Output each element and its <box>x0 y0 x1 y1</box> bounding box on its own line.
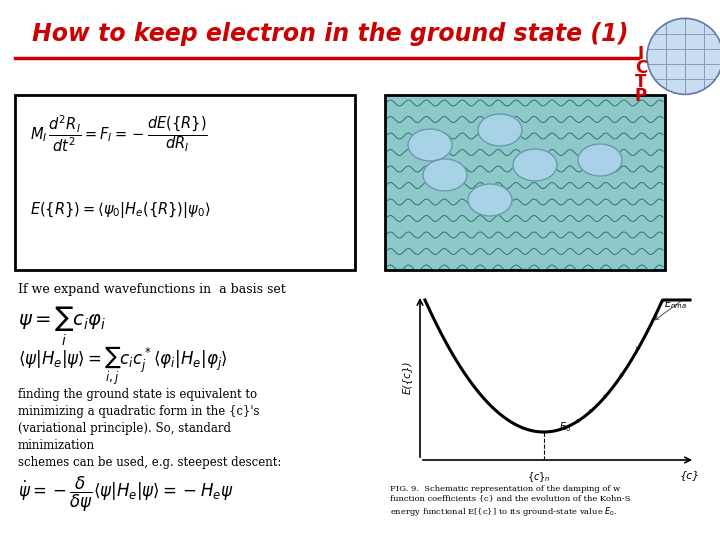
Text: T: T <box>635 73 647 91</box>
Bar <box>15 95 355 270</box>
Text: $\{c\}_n$: $\{c\}_n$ <box>527 470 551 484</box>
Text: $E_{nma}$: $E_{nma}$ <box>664 297 687 311</box>
Text: P: P <box>635 87 647 105</box>
Ellipse shape <box>478 114 522 146</box>
Circle shape <box>647 18 720 94</box>
Text: If we expand wavefunctions in  a basis set: If we expand wavefunctions in a basis se… <box>18 283 286 296</box>
Text: E({c}): E({c}) <box>402 361 412 394</box>
Text: $\langle\psi|H_e|\psi\rangle = \sum_{i,j} c_i c_j^*\langle\varphi_i|H_e|\varphi_: $\langle\psi|H_e|\psi\rangle = \sum_{i,j… <box>18 345 228 388</box>
Ellipse shape <box>468 184 512 216</box>
Ellipse shape <box>513 149 557 181</box>
Text: $\dot{\psi} = -\dfrac{\delta}{\delta\psi}\langle\psi|H_e|\psi\rangle = -H_e\psi$: $\dot{\psi} = -\dfrac{\delta}{\delta\psi… <box>18 475 233 514</box>
Ellipse shape <box>408 129 452 161</box>
Ellipse shape <box>423 159 467 191</box>
Text: How to keep electron in the ground state (1): How to keep electron in the ground state… <box>32 22 628 46</box>
Bar <box>390 285 705 480</box>
Text: $\psi = \sum_i c_i\varphi_i$: $\psi = \sum_i c_i\varphi_i$ <box>18 305 106 348</box>
Text: I: I <box>638 45 644 63</box>
Text: FIG. 9.  Schematic representation of the damping of w
function coefficients {c} : FIG. 9. Schematic representation of the … <box>390 485 631 518</box>
Text: finding the ground state is equivalent to
minimizing a quadratic form in the {c}: finding the ground state is equivalent t… <box>18 388 282 469</box>
Text: $M_I\,\dfrac{d^2R_I}{dt^2} = F_I = -\dfrac{dE(\{R\})}{dR_I}$: $M_I\,\dfrac{d^2R_I}{dt^2} = F_I = -\dfr… <box>30 113 208 154</box>
Text: C: C <box>635 59 647 77</box>
Text: $E(\{R\}) = \langle\psi_0|H_e(\{R\})|\psi_0\rangle$: $E(\{R\}) = \langle\psi_0|H_e(\{R\})|\ps… <box>30 200 210 220</box>
Text: {c}: {c} <box>680 470 700 480</box>
Text: $E_0$: $E_0$ <box>559 420 571 434</box>
Bar <box>385 95 665 270</box>
Ellipse shape <box>578 144 622 176</box>
